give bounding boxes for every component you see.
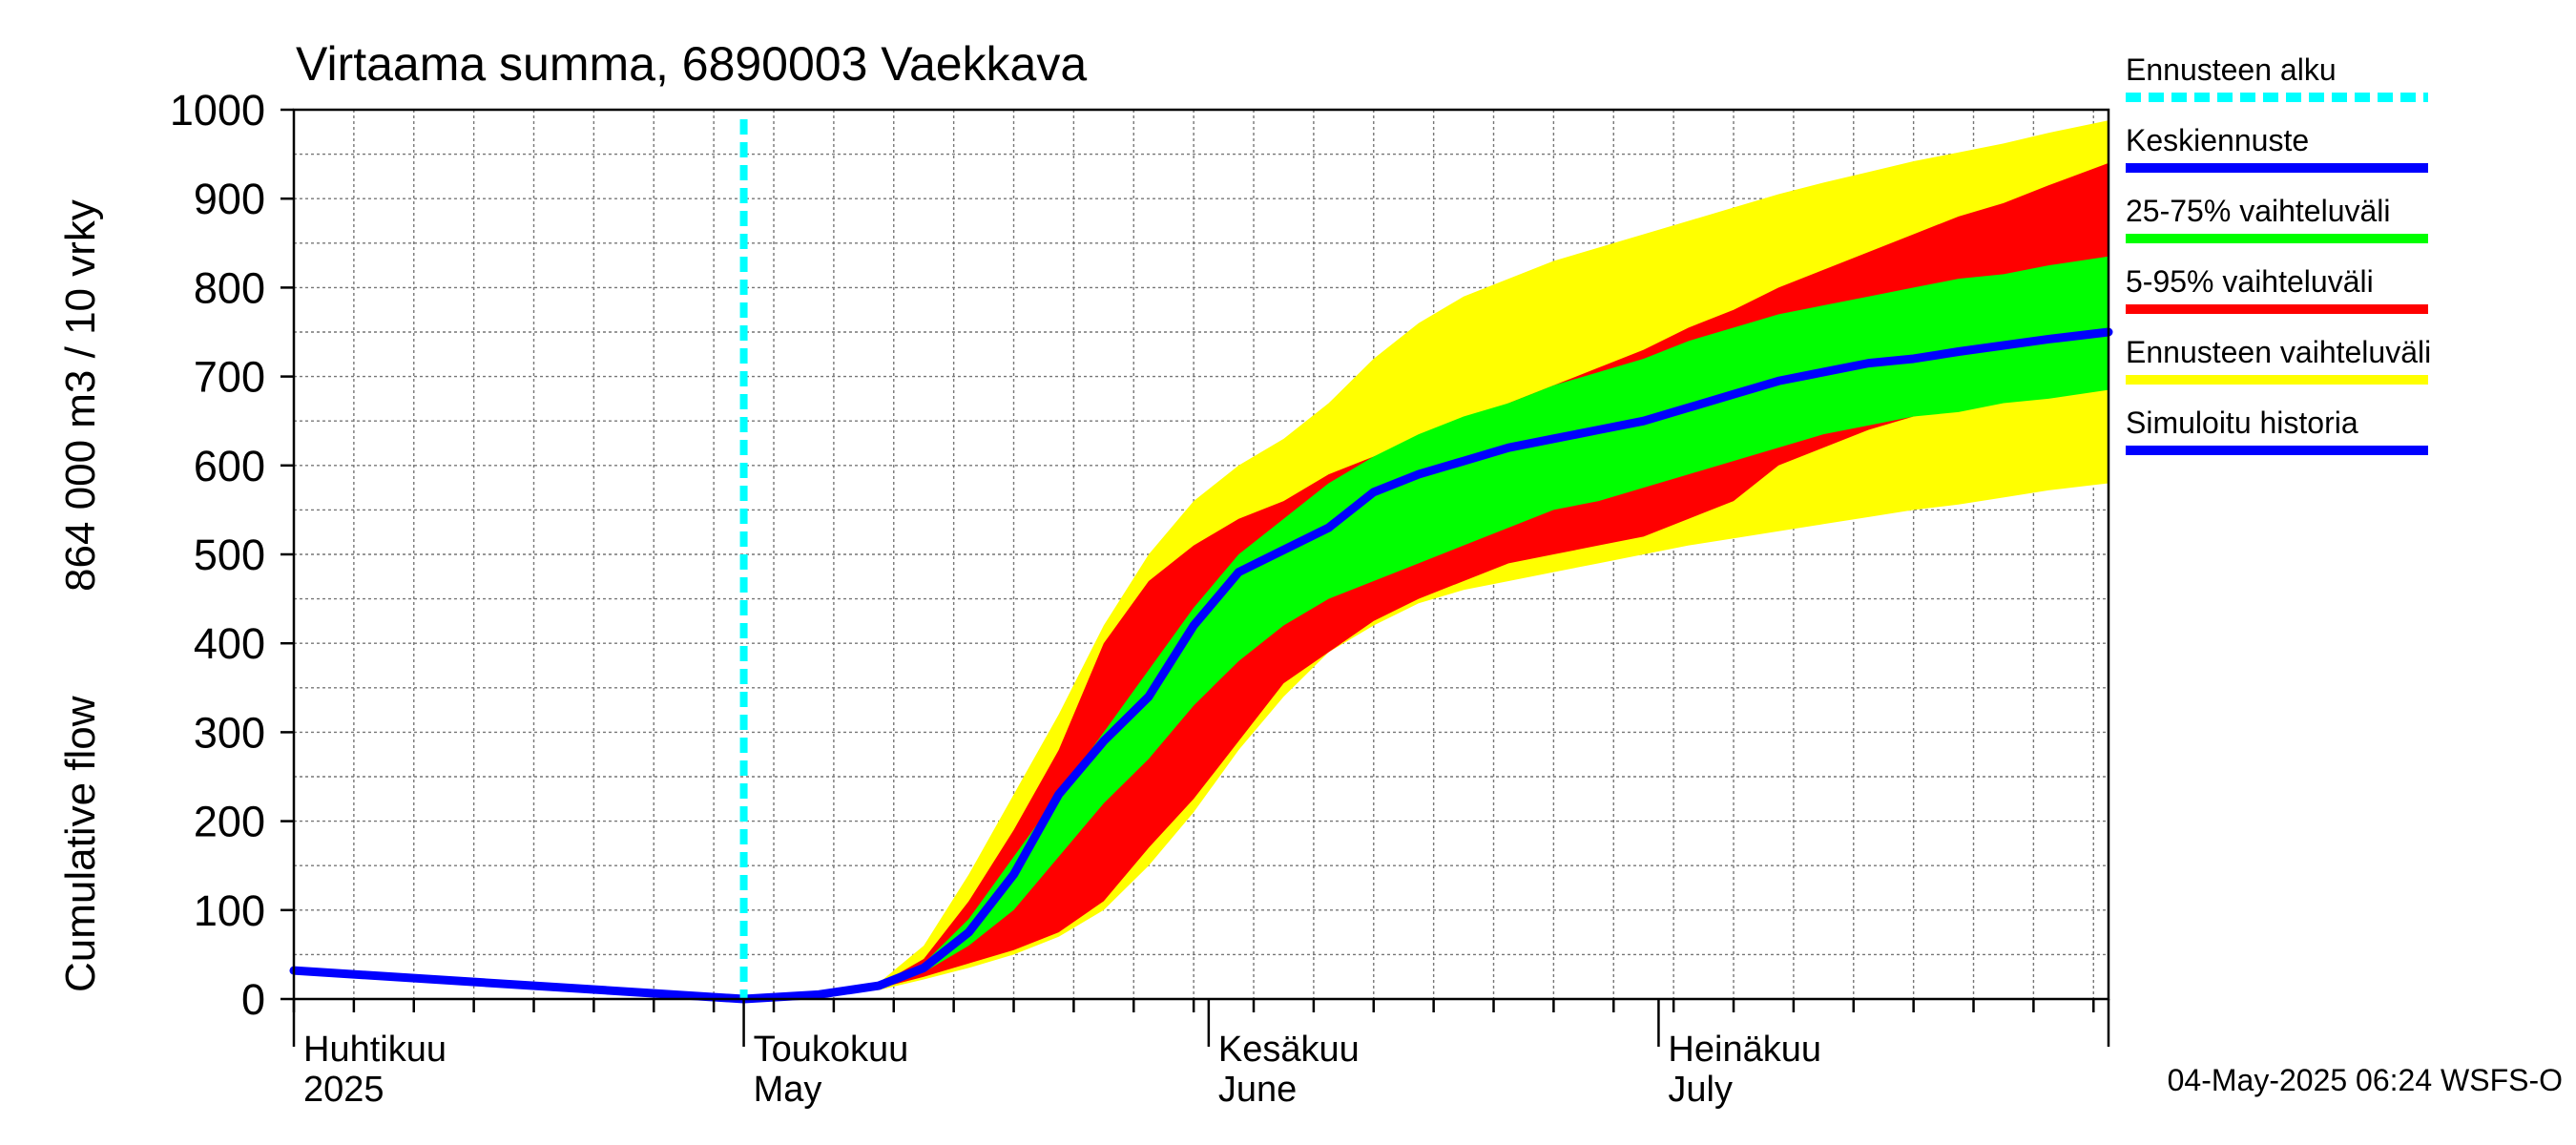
- legend-label: Ennusteen alku: [2126, 52, 2337, 87]
- x-month-label: Heinäkuu: [1668, 1030, 1821, 1070]
- x-month-sublabel: July: [1668, 1070, 1733, 1110]
- y-tick-label: 700: [194, 353, 265, 402]
- x-month-label: Kesäkuu: [1218, 1030, 1360, 1070]
- x-month-label: Toukokuu: [754, 1030, 909, 1070]
- forecast-bands: [743, 120, 2109, 1000]
- footer-timestamp: 04-May-2025 06:24 WSFS-O: [2168, 1063, 2563, 1097]
- median-forecast-line: [739, 327, 2113, 1004]
- y-tick-label: 300: [194, 708, 265, 757]
- series-lines: [289, 119, 2113, 1004]
- legend-label: Simuloitu historia: [2126, 406, 2358, 440]
- x-month-sublabel: June: [1218, 1070, 1297, 1110]
- y-tick-label: 200: [194, 798, 265, 846]
- y-tick-label: 600: [194, 442, 265, 490]
- y-tick-label: 100: [194, 886, 265, 935]
- x-month-sublabel: May: [754, 1070, 822, 1110]
- chart-title: Virtaama summa, 6890003 Vaekkava: [296, 37, 1087, 91]
- y-tick-label: 900: [194, 175, 265, 223]
- y-axis-label-line-2: 864 000 m3 / 10 vrky: [57, 199, 104, 592]
- y-tick-label: 800: [194, 263, 265, 312]
- x-month-label: Huhtikuu: [303, 1030, 447, 1070]
- history-line: [289, 966, 749, 1004]
- legend: Ennusteen alku Keskiennuste 25-75% vaihtel…: [2126, 52, 2431, 455]
- y-tick-label: 1000: [170, 86, 265, 135]
- y-tick-label: 400: [194, 619, 265, 668]
- y-axis-label-line-1: Cumulative flow: [57, 696, 104, 992]
- band-3: [743, 256, 2109, 999]
- axes: 0 100 200 300 400 500 600 700 800 900 1000 Huhtikuu…: [170, 86, 2110, 1110]
- legend-label: 25-75% vaihteluväli: [2126, 194, 2391, 228]
- legend-label: Keskiennuste: [2126, 123, 2309, 157]
- x-month-sublabel: 2025: [303, 1070, 384, 1110]
- legend-label: Ennusteen vaihteluväli: [2126, 335, 2431, 369]
- legend-label: 5-95% vaihteluväli: [2126, 264, 2374, 299]
- y-tick-label: 0: [241, 975, 265, 1024]
- y-tick-label: 500: [194, 531, 265, 579]
